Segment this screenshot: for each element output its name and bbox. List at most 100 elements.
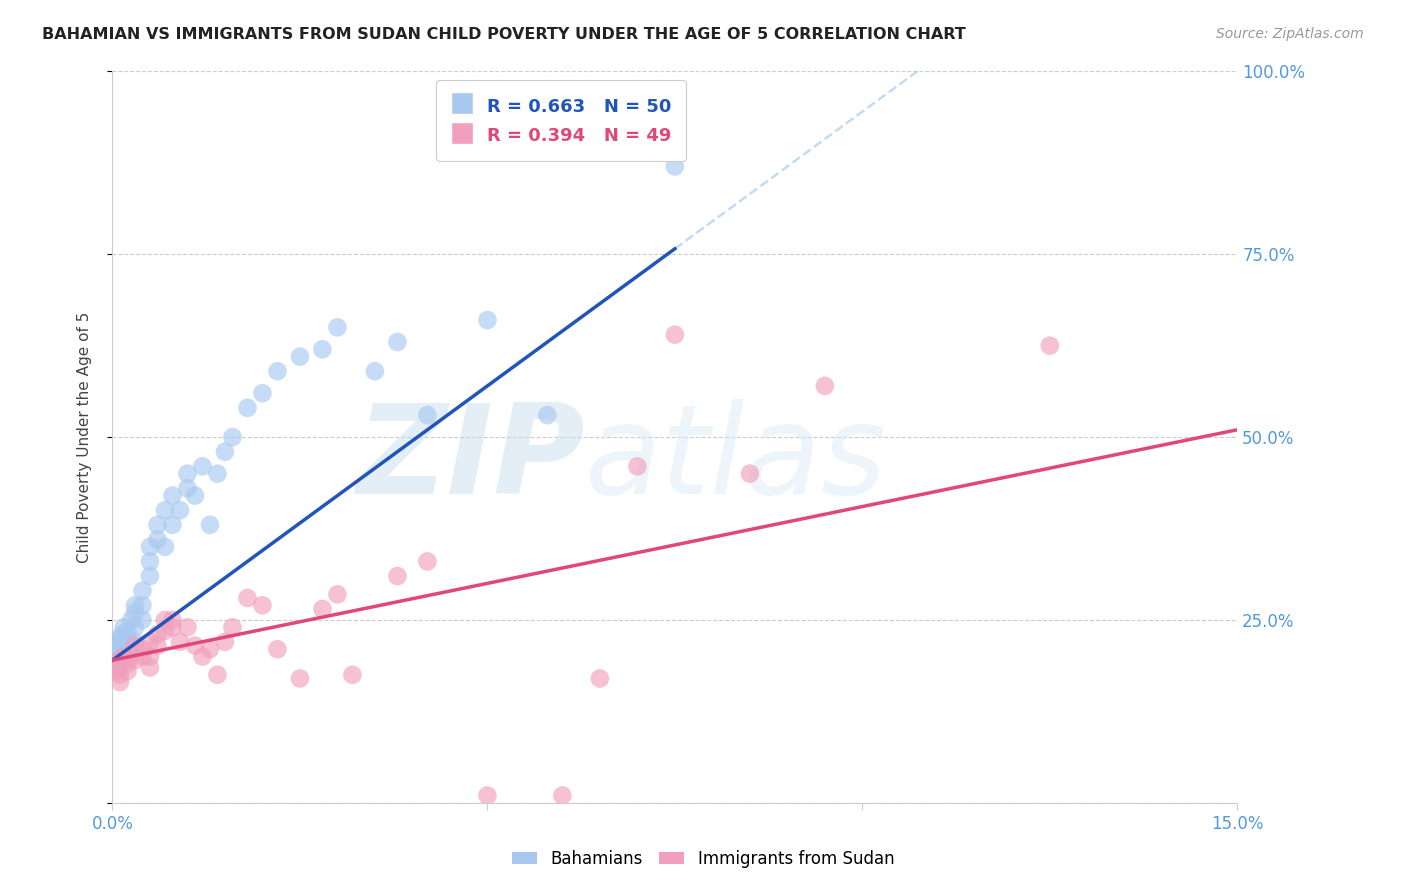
Point bbox=[105, 639, 128, 653]
Point bbox=[191, 649, 214, 664]
Text: BAHAMIAN VS IMMIGRANTS FROM SUDAN CHILD POVERTY UNDER THE AGE OF 5 CORRELATION C: BAHAMIAN VS IMMIGRANTS FROM SUDAN CHILD … bbox=[42, 27, 966, 42]
Text: Source: ZipAtlas.com: Source: ZipAtlas.com bbox=[1216, 27, 1364, 41]
Point bbox=[139, 635, 162, 649]
Point bbox=[146, 517, 169, 532]
Point bbox=[117, 624, 139, 638]
Point bbox=[124, 599, 146, 613]
Point bbox=[139, 649, 162, 664]
Point bbox=[112, 649, 135, 664]
Point bbox=[146, 533, 169, 547]
Text: ZIP: ZIP bbox=[356, 399, 585, 519]
Point bbox=[162, 489, 184, 503]
Point bbox=[326, 587, 349, 601]
Point bbox=[105, 660, 128, 674]
Legend: Bahamians, Immigrants from Sudan: Bahamians, Immigrants from Sudan bbox=[505, 844, 901, 875]
Point bbox=[139, 569, 162, 583]
Point bbox=[342, 667, 364, 681]
Point bbox=[124, 635, 146, 649]
Point bbox=[221, 620, 243, 634]
Point bbox=[112, 620, 135, 634]
Point bbox=[110, 627, 132, 641]
Point bbox=[162, 517, 184, 532]
Point bbox=[184, 489, 207, 503]
Point bbox=[124, 639, 146, 653]
Point bbox=[364, 364, 387, 378]
Point bbox=[288, 672, 311, 686]
Point bbox=[139, 540, 162, 554]
Point bbox=[107, 664, 129, 678]
Point bbox=[176, 481, 198, 495]
Point bbox=[146, 639, 169, 653]
Point bbox=[266, 364, 288, 378]
Point bbox=[124, 620, 146, 634]
Point bbox=[214, 444, 236, 458]
Point bbox=[664, 327, 686, 342]
Point bbox=[288, 350, 311, 364]
Point bbox=[236, 401, 259, 415]
Point bbox=[266, 642, 288, 657]
Y-axis label: Child Poverty Under the Age of 5: Child Poverty Under the Age of 5 bbox=[77, 311, 91, 563]
Point bbox=[131, 642, 153, 657]
Point bbox=[146, 627, 169, 641]
Point bbox=[198, 642, 221, 657]
Point bbox=[131, 649, 153, 664]
Point bbox=[108, 675, 131, 690]
Point bbox=[236, 591, 259, 605]
Point bbox=[551, 789, 574, 803]
Point bbox=[311, 602, 333, 616]
Point bbox=[117, 653, 139, 667]
Point bbox=[169, 503, 191, 517]
Point bbox=[131, 583, 153, 598]
Point bbox=[387, 334, 409, 349]
Point bbox=[1039, 338, 1062, 352]
Point bbox=[131, 599, 153, 613]
Point bbox=[131, 613, 153, 627]
Point bbox=[124, 653, 146, 667]
Point bbox=[104, 657, 127, 671]
Point bbox=[536, 408, 558, 422]
Point bbox=[139, 660, 162, 674]
Point bbox=[416, 554, 439, 568]
Point bbox=[214, 635, 236, 649]
Point bbox=[124, 646, 146, 660]
Point bbox=[108, 632, 131, 646]
Point bbox=[108, 667, 131, 681]
Point bbox=[207, 467, 229, 481]
Point bbox=[589, 672, 612, 686]
Point bbox=[124, 606, 146, 620]
Point bbox=[169, 635, 191, 649]
Point bbox=[477, 789, 499, 803]
Point bbox=[112, 639, 135, 653]
Point bbox=[107, 635, 129, 649]
Point bbox=[162, 620, 184, 634]
Point bbox=[252, 386, 274, 401]
Point bbox=[207, 667, 229, 681]
Point bbox=[117, 664, 139, 678]
Point bbox=[117, 657, 139, 671]
Point bbox=[176, 620, 198, 634]
Point bbox=[108, 653, 131, 667]
Legend: R = 0.663   N = 50, R = 0.394   N = 49: R = 0.663 N = 50, R = 0.394 N = 49 bbox=[436, 80, 686, 161]
Point bbox=[108, 653, 131, 667]
Point bbox=[311, 343, 333, 357]
Point bbox=[153, 540, 176, 554]
Point bbox=[252, 599, 274, 613]
Point bbox=[117, 639, 139, 653]
Point bbox=[416, 408, 439, 422]
Point bbox=[738, 467, 761, 481]
Point bbox=[191, 459, 214, 474]
Point bbox=[814, 379, 837, 393]
Point bbox=[153, 503, 176, 517]
Point bbox=[477, 313, 499, 327]
Point bbox=[664, 160, 686, 174]
Point bbox=[153, 624, 176, 638]
Text: atlas: atlas bbox=[585, 399, 887, 519]
Point bbox=[120, 613, 142, 627]
Point bbox=[139, 554, 162, 568]
Point bbox=[117, 632, 139, 646]
Point bbox=[162, 613, 184, 627]
Point bbox=[117, 646, 139, 660]
Point bbox=[198, 517, 221, 532]
Point bbox=[184, 639, 207, 653]
Point bbox=[153, 613, 176, 627]
